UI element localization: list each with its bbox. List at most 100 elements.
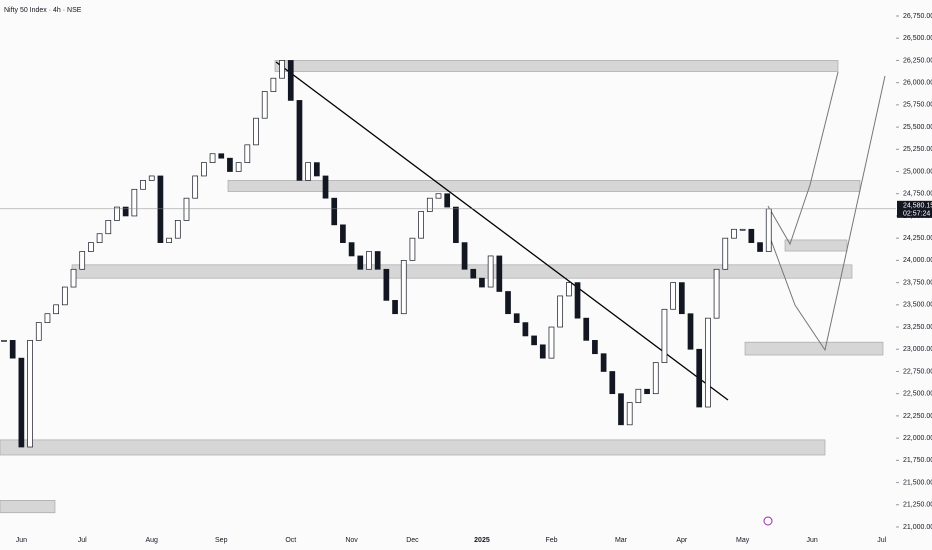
y-tick-label: 23,500.00 [903,302,932,309]
candle [652,362,659,395]
candle [731,228,737,239]
candle [400,260,407,315]
x-tick-label: 2025 [474,537,490,544]
x-tick-label: Jun [807,537,818,544]
candle [548,326,555,359]
candle [209,153,216,163]
candle [35,322,42,341]
candle [44,313,51,323]
x-tick-label: Apr [676,537,688,544]
candle [435,193,442,199]
candle [739,228,746,231]
candle [696,348,703,408]
y-tick-label: 26,750.00 [903,13,932,20]
candle [618,393,624,426]
y-tick-label: 22,250.00 [903,413,932,420]
candle [635,388,642,403]
candle [157,175,164,243]
candle [453,206,459,243]
candle [418,211,424,239]
y-tick-label: 26,250.00 [903,57,932,64]
candle [513,313,520,323]
candle [479,277,485,288]
candle [609,371,616,395]
candle [227,157,233,172]
candle [305,162,311,181]
zone [227,180,861,192]
candle [114,206,120,221]
zone [744,341,884,356]
candle [296,100,303,181]
y-tick-label: 22,750.00 [903,368,932,375]
candle [218,153,225,159]
zone [0,439,826,456]
projection-path [767,75,886,352]
x-tick-label: Aug [145,537,158,544]
candle [531,335,537,346]
candle [261,91,268,119]
candle [348,242,355,257]
candle [592,340,598,355]
candle [409,237,416,261]
candle [505,291,511,315]
candle [557,295,564,328]
y-tick-label: 21,000.00 [903,524,932,531]
candle [713,268,720,319]
y-tick-label: 22,000.00 [903,435,932,442]
candle [183,197,190,221]
candle [383,268,390,301]
candle [583,317,590,341]
y-tick-label: 25,750.00 [903,102,932,109]
candle [722,237,729,270]
x-tick-label: Sep [215,537,228,544]
candle [192,175,199,199]
event-icon [763,516,773,526]
y-tick-label: 23,000.00 [903,346,932,353]
candle [96,233,103,243]
candle [626,402,633,426]
candle [444,193,451,208]
candle [122,206,129,217]
candle [174,220,181,239]
price-box [897,200,932,218]
candle [148,175,155,181]
candle [253,117,259,146]
candle [313,162,320,177]
y-tick-label: 23,750.00 [903,279,932,286]
candle [1,340,7,342]
y-tick-label: 25,500.00 [903,124,932,131]
candle [166,237,172,243]
zone [0,500,56,514]
candle [470,268,477,279]
y-tick-label: 21,500.00 [903,479,932,486]
candle [270,77,277,92]
candle [496,255,503,292]
y-tick-label: 26,500.00 [903,35,932,42]
candle [366,251,372,270]
candle [287,60,294,101]
candle [331,197,338,226]
candle [426,197,433,212]
candle [279,60,285,79]
projection-path [767,71,839,246]
y-tick-label: 21,750.00 [903,457,932,464]
candle [140,180,146,190]
candle [757,242,763,252]
candle [9,340,16,359]
candle [201,162,207,177]
x-tick-label: Nov [345,537,358,544]
candle [687,313,694,350]
candle [374,251,381,270]
candle [131,188,138,217]
candle [705,317,711,408]
x-tick-label: Feb [545,537,557,544]
y-tick-label: 21,250.00 [903,502,932,509]
candle [53,304,59,315]
countdown: 02:57:24 [903,211,930,218]
x-tick-label: May [736,537,750,544]
candle [644,388,650,395]
y-tick-label: 25,000.00 [903,168,932,175]
candle [487,255,494,288]
candle [105,220,112,235]
